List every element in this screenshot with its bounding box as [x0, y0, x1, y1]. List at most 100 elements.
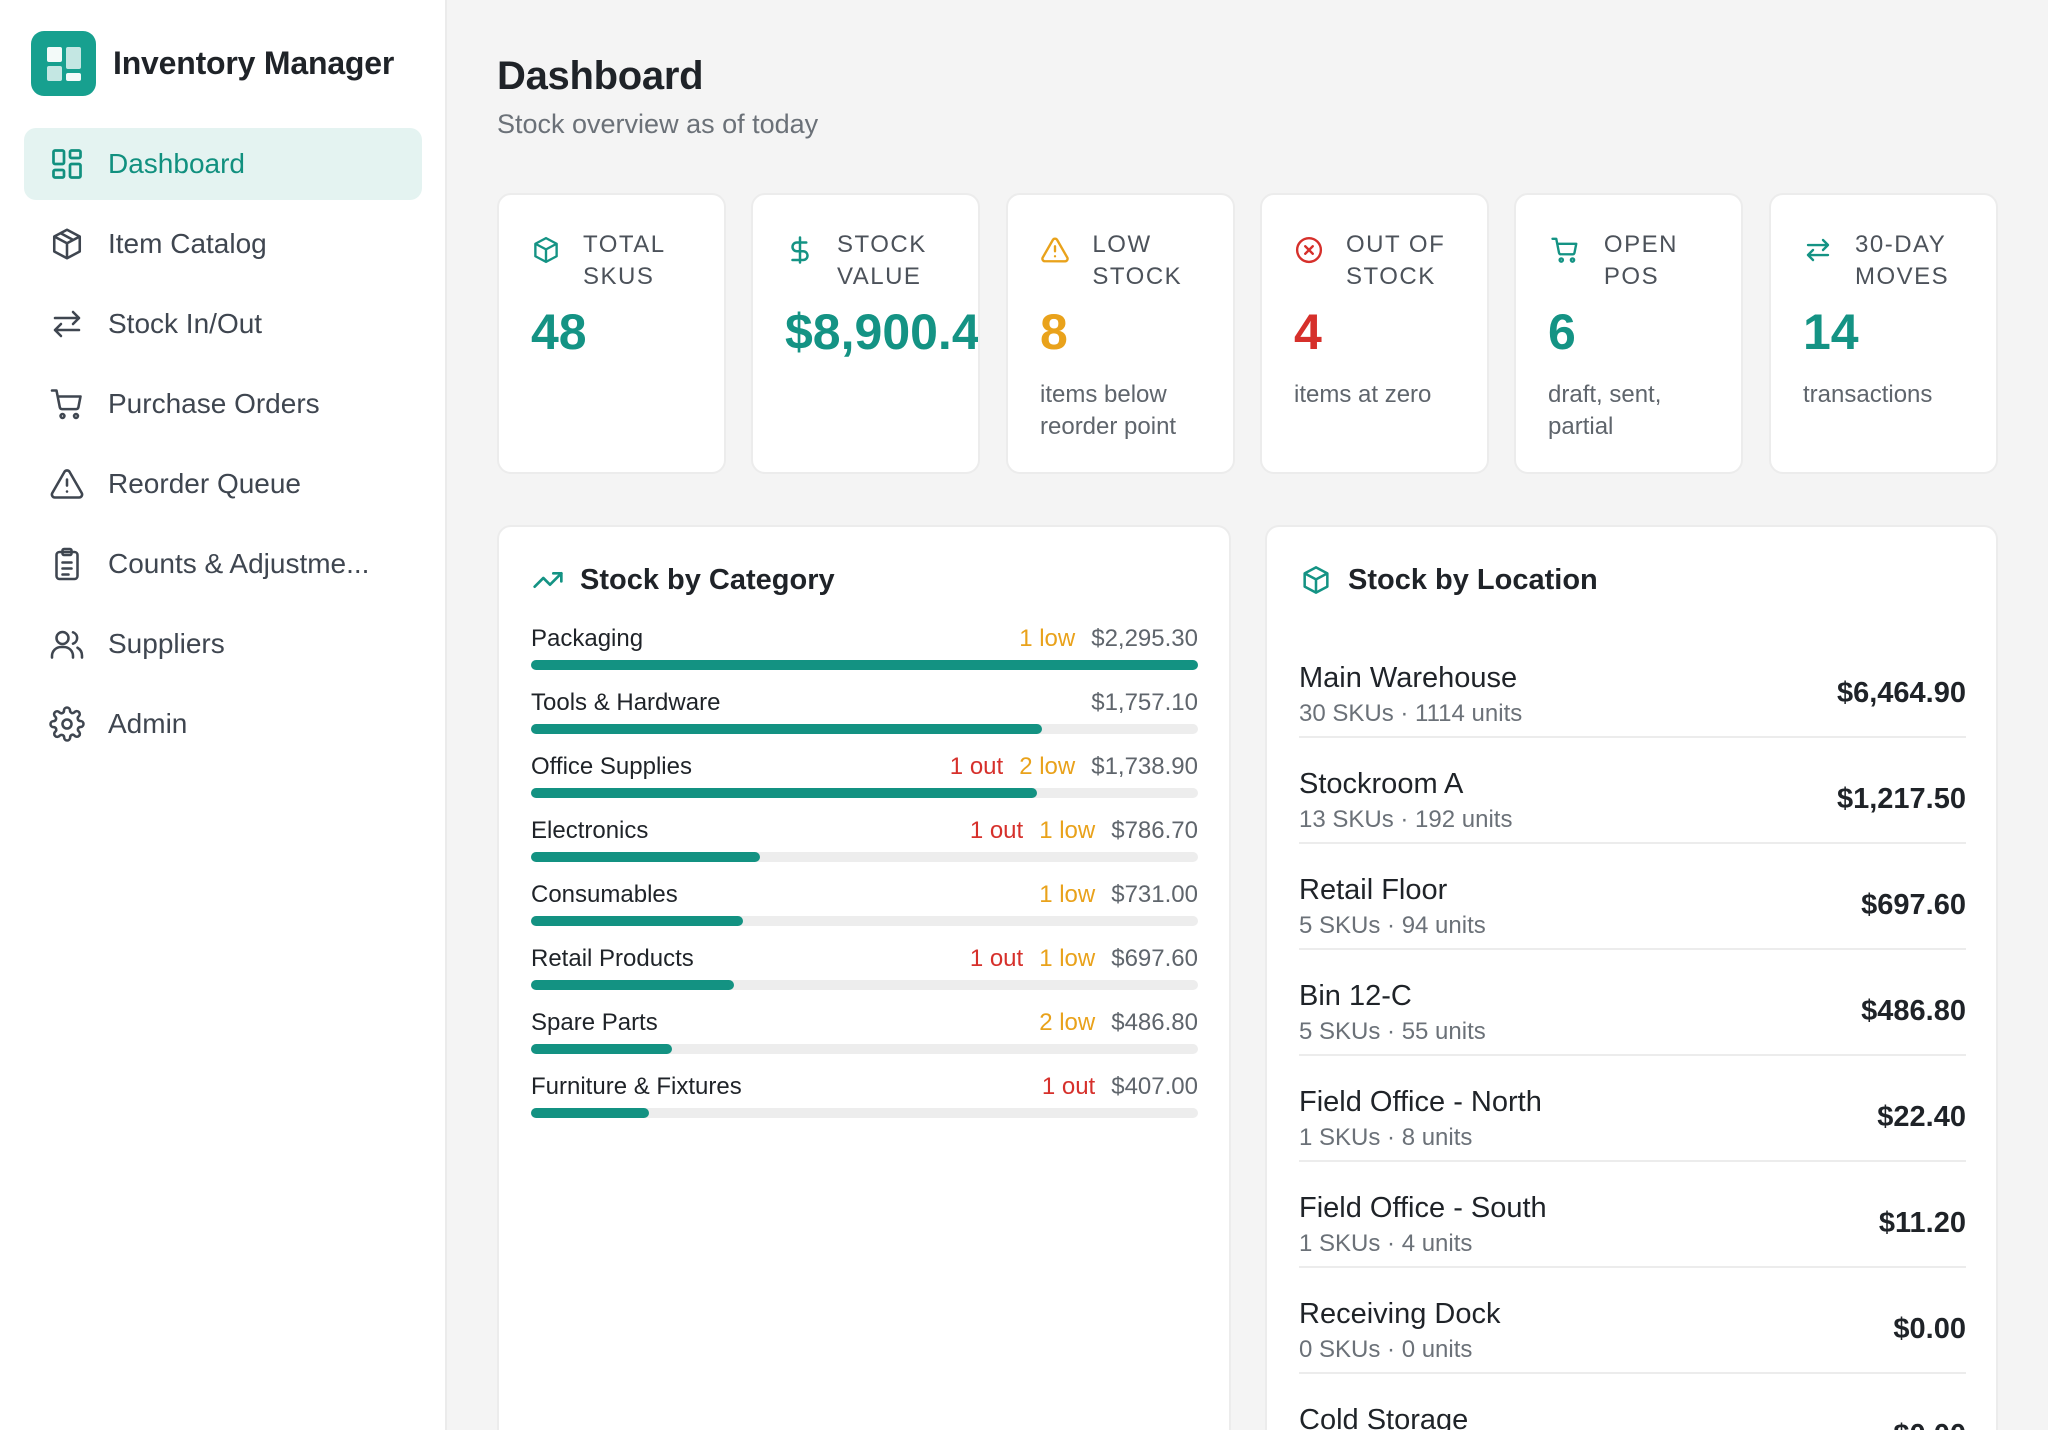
category-amount: $697.60 — [1111, 945, 1198, 972]
category-bar-fill — [531, 980, 734, 990]
category-list: Packaging 1 low $2,295.30 Tools & Hardware $… — [531, 623, 1198, 1135]
stat-label: TOTAL SKUS — [583, 231, 665, 290]
category-row[interactable]: Packaging 1 low $2,295.30 — [531, 623, 1198, 687]
sidebar-item-purchase-orders[interactable]: Purchase Orders — [24, 368, 422, 440]
dashboard-icon — [48, 145, 86, 183]
low-stock-badge: 1 low — [1039, 945, 1096, 972]
location-name: Field Office - South — [1299, 1192, 1547, 1224]
location-row[interactable]: Retail Floor 5 SKUs · 94 units $697.60 — [1299, 844, 1966, 950]
sidebar-item-suppliers[interactable]: Suppliers — [24, 608, 422, 680]
category-row[interactable]: Consumables 1 low $731.00 — [531, 879, 1198, 943]
category-amount: $1,757.10 — [1091, 689, 1198, 716]
sidebar-item-label: Counts & Adjustme... — [108, 548, 370, 579]
category-bar-fill — [531, 1044, 673, 1054]
sidebar-item-counts-adjustments[interactable]: Counts & Adjustme... — [24, 528, 422, 600]
category-bar-fill — [531, 724, 1042, 734]
sidebar-item-stock-in-out[interactable]: Stock In/Out — [24, 288, 422, 360]
location-row[interactable]: Bin 12-C 5 SKUs · 55 units $486.80 — [1299, 950, 1966, 1056]
sidebar-item-dashboard[interactable]: Dashboard — [24, 128, 422, 200]
stat-value: 8 — [1040, 304, 1068, 360]
location-row[interactable]: Receiving Dock 0 SKUs · 0 units $0.00 — [1299, 1268, 1966, 1374]
location-value: $0.00 — [1893, 1419, 1966, 1430]
stat-card-open-pos[interactable]: OPEN POS 6 draft, sent, partial — [1514, 193, 1743, 474]
gear-icon — [48, 705, 86, 743]
sidebar-item-reorder-queue[interactable]: Reorder Queue — [24, 448, 422, 520]
location-row[interactable]: Stockroom A 13 SKUs · 192 units $1,217.50 — [1299, 738, 1966, 844]
location-value: $11.20 — [1878, 1207, 1966, 1239]
stat-value: 6 — [1548, 304, 1576, 360]
location-list: Main Warehouse 30 SKUs · 1114 units $6,464… — [1299, 632, 1966, 1430]
stat-value: 48 — [531, 304, 587, 360]
location-row[interactable]: Main Warehouse 30 SKUs · 1114 units $6,464… — [1299, 632, 1966, 738]
stat-label: OUT OF STOCK — [1346, 231, 1446, 290]
warning-icon — [48, 465, 86, 503]
category-bar-fill — [531, 788, 1037, 798]
sidebar-item-item-catalog[interactable]: Item Catalog — [24, 208, 422, 280]
category-bar-track — [531, 852, 1198, 862]
category-row[interactable]: Office Supplies 1 out 2 low $1,738.90 — [531, 751, 1198, 815]
category-row[interactable]: Retail Products 1 out 1 low $697.60 — [531, 943, 1198, 1007]
category-amount: $731.00 — [1111, 881, 1198, 908]
location-row[interactable]: Field Office - South 1 SKUs · 4 units $11.… — [1299, 1162, 1966, 1268]
sidebar-item-label: Stock In/Out — [108, 308, 263, 339]
arrows-icon — [1803, 233, 1833, 267]
category-bar-fill — [531, 916, 744, 926]
category-row[interactable]: Electronics 1 out 1 low $786.70 — [531, 815, 1198, 879]
sidebar-item-label: Purchase Orders — [108, 388, 320, 419]
location-meta: 0 SKUs · 0 units — [1299, 1336, 1473, 1363]
location-name: Receiving Dock — [1299, 1298, 1501, 1330]
sidebar-item-admin[interactable]: Admin — [24, 688, 422, 760]
box-icon — [531, 233, 561, 267]
location-row[interactable]: Cold Storage0 SKUs · 0 units$0.00 — [1299, 1374, 1966, 1430]
category-row[interactable]: Tools & Hardware $1,757.10 — [531, 687, 1198, 751]
x-circle-icon — [1294, 233, 1324, 267]
trend-up-icon — [531, 563, 565, 597]
category-bar-track — [531, 788, 1198, 798]
category-amount: $407.00 — [1111, 1073, 1198, 1100]
location-value: $6,464.90 — [1836, 677, 1966, 709]
category-row[interactable]: Furniture & Fixtures 1 out $407.00 — [531, 1071, 1198, 1135]
location-value: $1,217.50 — [1836, 783, 1966, 815]
location-value: $486.80 — [1861, 995, 1966, 1027]
cart-icon — [1548, 233, 1582, 267]
stat-card-stock-value[interactable]: STOCK VALUE $8,900.40 — [751, 193, 980, 474]
box-icon — [48, 225, 86, 263]
stat-card-30-day-moves[interactable]: 30-DAY MOVES 14 transactions — [1769, 193, 1998, 474]
sidebar-item-label: Reorder Queue — [108, 468, 302, 499]
page-title: Dashboard — [497, 54, 704, 98]
out-of-stock-badge: 1 out — [969, 945, 1024, 972]
stat-card-total-skus[interactable]: TOTAL SKUS 48 — [497, 193, 726, 474]
sidebar-item-label: Suppliers — [108, 628, 225, 659]
category-name: Tools & Hardware — [531, 689, 721, 716]
stock-by-category-panel: Stock by Category Packaging 1 low $2,295.3… — [497, 525, 1231, 1430]
location-meta: 5 SKUs · 94 units — [1299, 912, 1486, 939]
stat-card-out-of-stock[interactable]: OUT OF STOCK 4 items at zero — [1260, 193, 1489, 474]
location-meta: 30 SKUs · 1114 units — [1299, 700, 1523, 727]
category-row[interactable]: Spare Parts 2 low $486.80 — [531, 1007, 1198, 1071]
location-name: Bin 12-C — [1299, 980, 1412, 1012]
sidebar-nav: Dashboard Item Catalog Stock In/Out — [24, 128, 422, 768]
low-stock-badge: 2 low — [1039, 1009, 1096, 1036]
location-name: Main Warehouse — [1299, 662, 1518, 694]
out-of-stock-badge: 1 out — [1041, 1073, 1096, 1100]
sidebar-item-label: Dashboard — [108, 148, 245, 179]
sidebar-item-label: Item Catalog — [108, 228, 267, 259]
users-icon — [48, 625, 86, 663]
location-meta: 1 SKUs · 4 units — [1299, 1230, 1473, 1257]
category-name: Spare Parts — [531, 1009, 658, 1036]
stat-label: OPEN POS — [1603, 231, 1678, 290]
category-name: Packaging — [531, 625, 644, 652]
out-of-stock-badge: 1 out — [969, 817, 1024, 844]
stat-card-low-stock[interactable]: LOW STOCK 8 items below reorder point — [1006, 193, 1235, 474]
location-row[interactable]: Field Office - North 1 SKUs · 8 units $22.… — [1299, 1056, 1966, 1162]
category-amount: $786.70 — [1111, 817, 1198, 844]
brand[interactable]: Inventory Manager — [31, 31, 394, 96]
location-meta: 13 SKUs · 192 units — [1299, 806, 1513, 833]
low-stock-badge: 2 low — [1019, 753, 1076, 780]
stat-value: $8,900.40 — [785, 304, 980, 360]
location-name: Retail Floor — [1299, 874, 1448, 906]
category-bar-fill — [531, 660, 1198, 670]
arrows-icon — [48, 305, 86, 343]
location-value: $697.60 — [1861, 889, 1966, 921]
app-name: Inventory Manager — [113, 45, 395, 81]
